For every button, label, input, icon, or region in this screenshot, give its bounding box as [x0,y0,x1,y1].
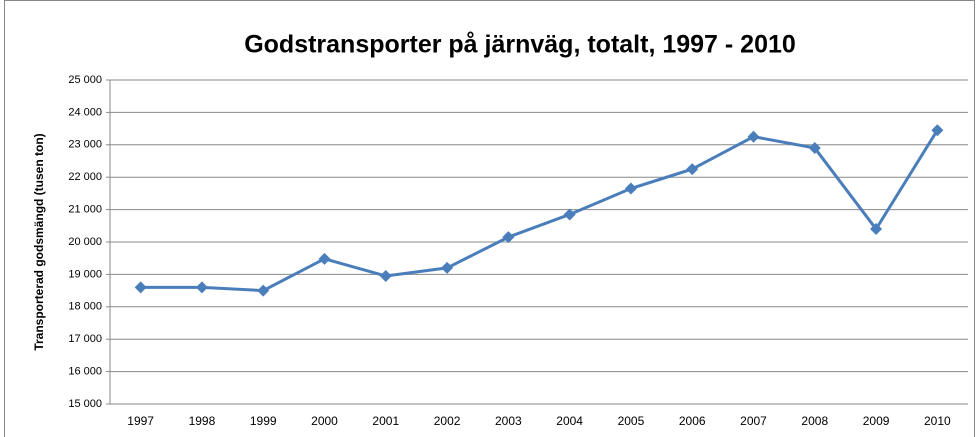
x-tick-label: 2009 [863,414,890,428]
x-tick-label: 1999 [250,414,277,428]
x-tick-label: 2002 [434,414,461,428]
series-line [140,129,939,293]
y-tick-label: 20 000 [68,236,102,248]
x-tick-label: 2004 [556,414,583,428]
data-point [624,182,637,195]
y-axis-label: Transporterad godsmängd (tusen ton) [32,133,46,350]
data-point [257,284,270,297]
chart-frame [4,0,975,437]
x-tick-label: 2003 [495,414,522,428]
x-tick-label: 2006 [679,414,706,428]
y-tick-label: 21 000 [68,204,102,216]
x-tick-label: 1997 [127,414,154,428]
x-tick-label: 1998 [189,414,216,428]
y-tick-label: 25 000 [68,74,102,86]
data-point [318,252,331,265]
data-point [808,142,821,155]
y-tick-label: 17 000 [68,333,102,345]
y-tick-label: 22 000 [68,171,102,183]
data-point [379,270,392,283]
x-tick-label: 2005 [618,414,645,428]
chart-title: Godstransporter på järnväg, totalt, 1997… [244,31,796,59]
y-tick-label: 16 000 [68,366,102,378]
x-tick-label: 2000 [311,414,338,428]
data-point [870,223,883,236]
y-tick-label: 18 000 [68,301,102,313]
x-tick-label: 2010 [924,414,951,428]
data-point [931,124,944,137]
x-tick-label: 2001 [372,414,399,428]
y-tick-label: 24 000 [68,106,102,118]
data-point [502,231,515,244]
y-tick-label: 15 000 [68,398,102,410]
x-tick-label: 2007 [740,414,767,428]
y-tick-label: 19 000 [68,268,102,280]
data-point [563,208,576,221]
y-tick-label: 23 000 [68,139,102,151]
data-point [747,130,760,143]
x-tick-label: 2008 [801,414,828,428]
data-point [134,281,147,294]
data-point [686,163,699,176]
data-point [441,261,454,274]
data-point [195,281,208,294]
